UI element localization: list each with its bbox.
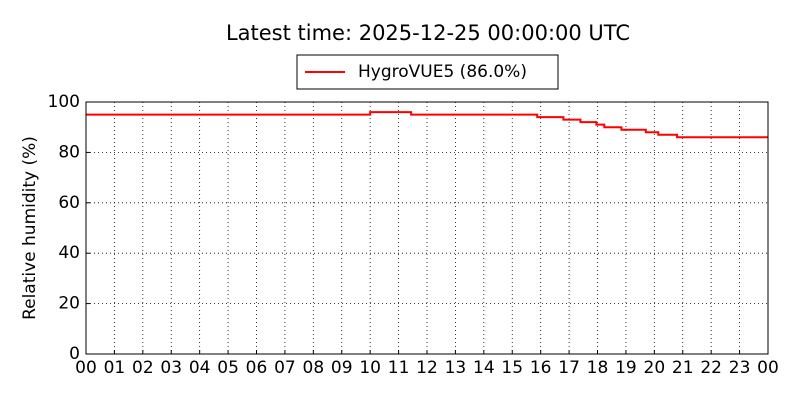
x-tick-label: 17 xyxy=(558,358,580,378)
x-tick-label: 14 xyxy=(473,358,495,378)
x-tick-label: 03 xyxy=(160,358,182,378)
x-tick-label: 16 xyxy=(530,358,552,378)
x-tick-label: 04 xyxy=(189,358,211,378)
legend-label: HygroVUE5 (86.0%) xyxy=(358,62,527,82)
x-tick-label: 01 xyxy=(104,358,126,378)
x-tick-label: 05 xyxy=(217,358,239,378)
y-tick-label: 20 xyxy=(58,294,80,314)
y-tick-label: 100 xyxy=(48,92,80,112)
y-tick-label: 40 xyxy=(58,243,80,263)
x-tick-label: 07 xyxy=(274,358,296,378)
y-tick-label: 0 xyxy=(69,344,80,364)
x-tick-label: 15 xyxy=(501,358,523,378)
y-tick-label: 60 xyxy=(58,193,80,213)
x-tick-label: 22 xyxy=(700,358,722,378)
x-tick-label: 00 xyxy=(75,358,97,378)
x-tick-label: 11 xyxy=(388,358,410,378)
x-tick-label: 23 xyxy=(729,358,751,378)
x-tick-label: 18 xyxy=(587,358,609,378)
x-tick-label: 12 xyxy=(416,358,438,378)
x-tick-label: 06 xyxy=(246,358,268,378)
data-line xyxy=(86,111,768,139)
chart-title: Latest time: 2025-12-25 00:00:00 UTC xyxy=(226,21,630,45)
x-tick-label: 19 xyxy=(615,358,637,378)
x-tick-label: 21 xyxy=(672,358,694,378)
x-tick-label: 02 xyxy=(132,358,154,378)
y-tick-label: 80 xyxy=(58,142,80,162)
x-tick-label: 09 xyxy=(331,358,353,378)
x-tick-label: 20 xyxy=(644,358,666,378)
y-axis-label: Relative humidity (%) xyxy=(20,136,40,320)
x-tick-label: 08 xyxy=(303,358,325,378)
x-tick-label: 10 xyxy=(359,358,381,378)
x-tick-label: 00 xyxy=(757,358,779,378)
x-tick-label: 13 xyxy=(445,358,467,378)
